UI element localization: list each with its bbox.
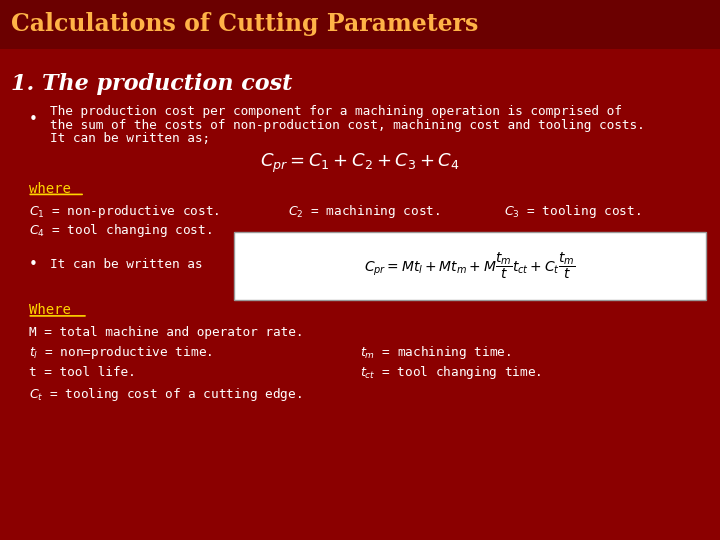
FancyBboxPatch shape xyxy=(234,232,706,300)
Text: $C_4$ = tool changing cost.: $C_4$ = tool changing cost. xyxy=(29,222,212,239)
Text: the sum of the costs of non-production cost, machining cost and tooling costs.: the sum of the costs of non-production c… xyxy=(50,119,645,132)
Text: $t_{ct}$ = tool changing time.: $t_{ct}$ = tool changing time. xyxy=(360,364,541,381)
Text: $C_3$ = tooling cost.: $C_3$ = tooling cost. xyxy=(504,203,641,220)
FancyBboxPatch shape xyxy=(0,0,720,49)
Text: M = total machine and operator rate.: M = total machine and operator rate. xyxy=(29,326,303,339)
Text: •: • xyxy=(29,112,37,127)
Text: $C_{pr} = Mt_l + Mt_m + M\dfrac{t_m}{t}t_{ct} + C_t\dfrac{t_m}{t}$: $C_{pr} = Mt_l + Mt_m + M\dfrac{t_m}{t}t… xyxy=(364,251,575,281)
Text: $C_2$ = machining cost.: $C_2$ = machining cost. xyxy=(288,203,440,220)
Text: $t_l$ = non=productive time.: $t_l$ = non=productive time. xyxy=(29,343,212,361)
Text: The production cost per component for a machining operation is comprised of: The production cost per component for a … xyxy=(50,105,622,118)
Text: $C_t$ = tooling cost of a cutting edge.: $C_t$ = tooling cost of a cutting edge. xyxy=(29,386,302,403)
Text: where: where xyxy=(29,182,71,196)
Text: $C_{pr} = C_1+C_2+C_3+C_4$: $C_{pr} = C_1+C_2+C_3+C_4$ xyxy=(260,152,460,174)
Text: •: • xyxy=(29,257,37,272)
Text: It can be written as;: It can be written as; xyxy=(50,132,210,145)
Text: $t_m$ = machining time.: $t_m$ = machining time. xyxy=(360,343,511,361)
Text: t = tool life.: t = tool life. xyxy=(29,366,135,379)
Text: 1. The production cost: 1. The production cost xyxy=(11,73,292,94)
Text: It can be written as: It can be written as xyxy=(50,258,203,271)
Text: Where: Where xyxy=(29,303,71,318)
Text: $C_1$ = non-productive cost.: $C_1$ = non-productive cost. xyxy=(29,203,219,220)
Text: Calculations of Cutting Parameters: Calculations of Cutting Parameters xyxy=(11,12,478,36)
